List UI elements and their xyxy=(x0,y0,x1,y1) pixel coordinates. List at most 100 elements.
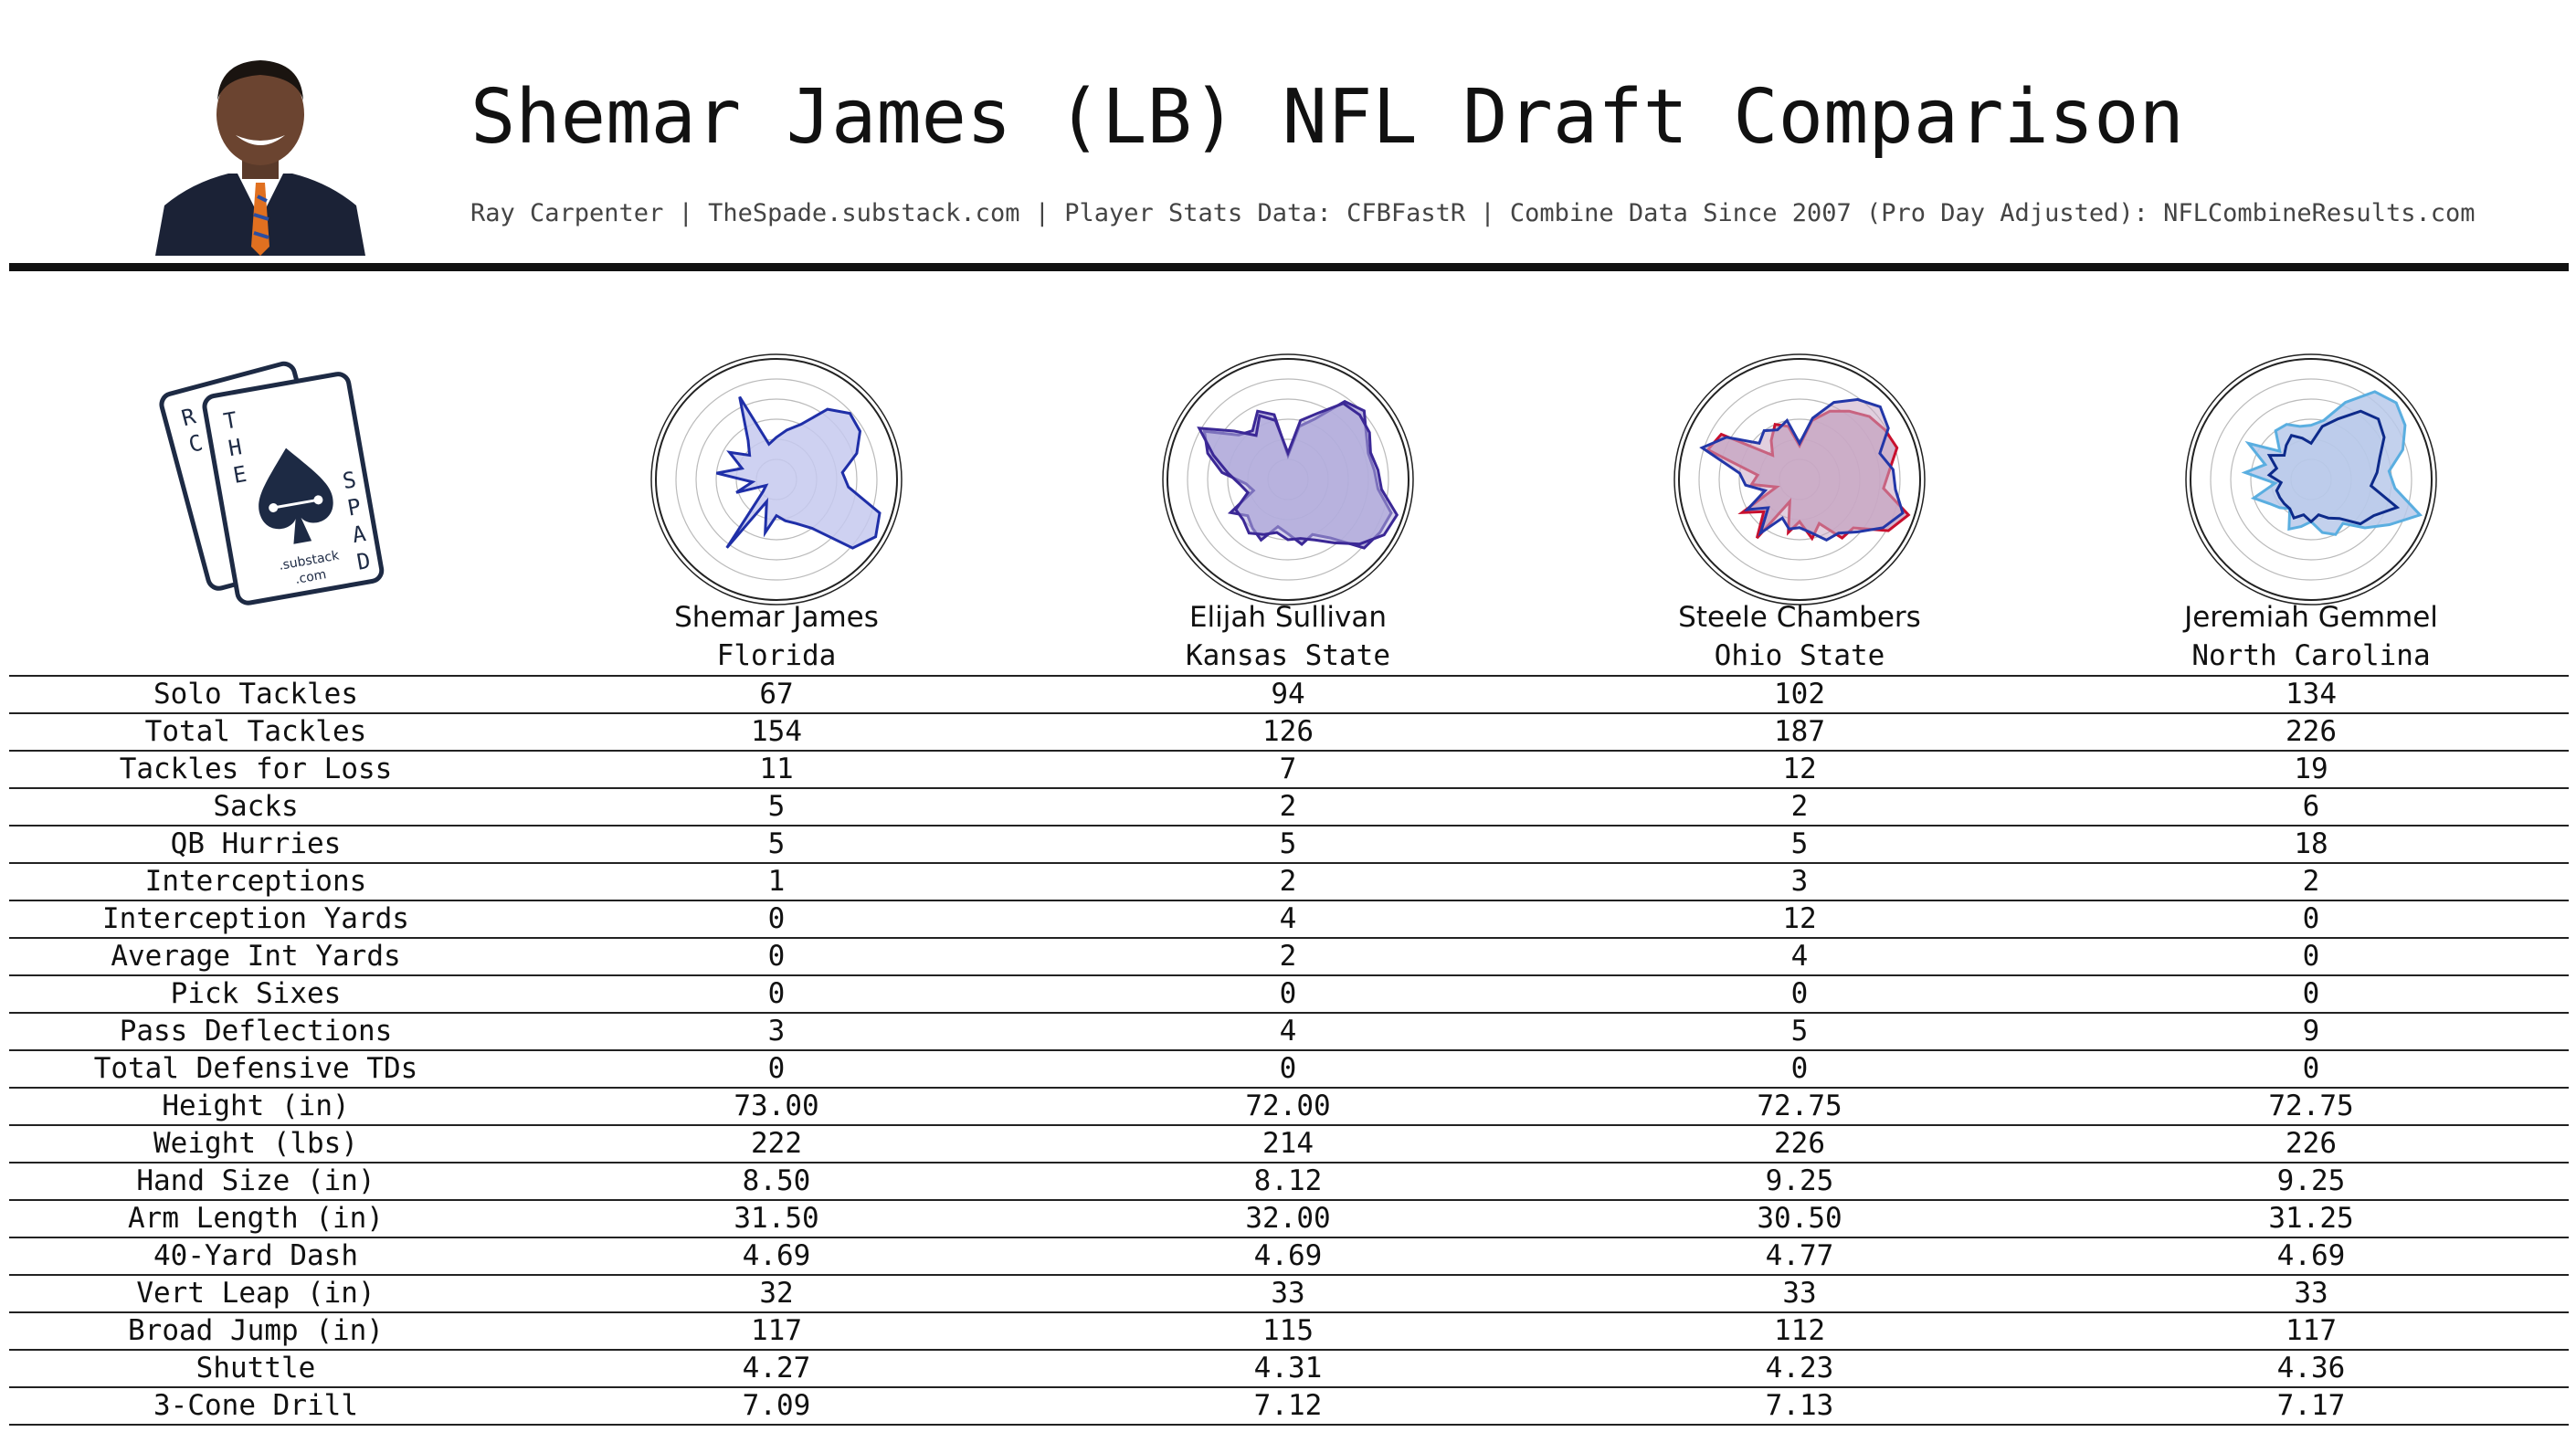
stat-value: 94 xyxy=(1271,678,1305,711)
stat-value: 4.69 xyxy=(2276,1239,2346,1272)
stat-value: 117 xyxy=(751,1314,802,1347)
stat-value: 7 xyxy=(1279,753,1297,785)
player-name: Elijah Sullivan xyxy=(1188,601,1388,634)
radar-grid-ring xyxy=(1698,378,1901,581)
stat-value: 5 xyxy=(1279,827,1297,860)
stat-value: 7.13 xyxy=(1765,1389,1834,1422)
stat-value: 134 xyxy=(2286,678,2337,711)
page-subtitle: Ray Carpenter | TheSpade.substack.com | … xyxy=(470,199,2476,227)
stat-label: Sacks xyxy=(213,790,299,823)
back-card-letter: C xyxy=(186,429,206,458)
stat-value: 4 xyxy=(1279,1015,1297,1048)
radar-grid-ring xyxy=(1187,378,1389,581)
player-name: Steele Chambers xyxy=(1678,601,1921,634)
player-name: Shemar James xyxy=(674,601,879,634)
stat-value: 0 xyxy=(1790,977,1809,1010)
stat-value: 0 xyxy=(1279,977,1297,1010)
stat-label: Vert Leap (in) xyxy=(136,1277,375,1310)
stat-value: 31.25 xyxy=(2268,1202,2354,1235)
stat-label: 3-Cone Drill xyxy=(153,1389,358,1422)
stat-value: 33 xyxy=(2294,1277,2328,1310)
stat-value: 32.00 xyxy=(1245,1202,1331,1235)
stat-value: 112 xyxy=(1774,1314,1825,1347)
table-row: Total Tackles 154 126 187 226 xyxy=(9,712,2569,750)
table-row: Total Defensive TDs 0 0 0 0 xyxy=(9,1049,2569,1087)
table-row: Pick Sixes 0 0 0 0 xyxy=(9,974,2569,1012)
stat-value: 0 xyxy=(1279,1052,1297,1085)
table-row: Average Int Yards 0 2 4 0 xyxy=(9,937,2569,974)
radar-outer-ring xyxy=(1673,353,1926,605)
table-row: 3-Cone Drill 7.09 7.12 7.13 7.17 xyxy=(9,1386,2569,1426)
stat-value: 3 xyxy=(767,1015,786,1048)
radar-series-polygon xyxy=(1699,397,1905,542)
stat-value: 126 xyxy=(1262,715,1314,748)
stat-value: 2 xyxy=(2302,865,2320,898)
stat-value: 18 xyxy=(2294,827,2328,860)
stat-value: 31.50 xyxy=(734,1202,819,1235)
table-row: Interception Yards 0 4 12 0 xyxy=(9,900,2569,937)
radar-series-polygon xyxy=(1197,402,1399,546)
stat-value: 30.50 xyxy=(1757,1202,1842,1235)
stat-label: Arm Length (in) xyxy=(128,1202,384,1235)
stat-value: 0 xyxy=(767,940,786,973)
stat-value: 32 xyxy=(759,1277,794,1310)
stat-value: 0 xyxy=(767,1052,786,1085)
stat-value: 0 xyxy=(1790,1052,1809,1085)
stat-value: 4 xyxy=(1279,902,1297,935)
page-title: Shemar James (LB) NFL Draft Comparison xyxy=(470,74,2184,161)
stat-label: Pass Deflections xyxy=(119,1015,393,1048)
stat-value: 5 xyxy=(767,827,786,860)
stat-value: 0 xyxy=(2302,940,2320,973)
table-row: Height (in) 73.00 72.00 72.75 72.75 xyxy=(9,1087,2569,1124)
stat-value: 8.50 xyxy=(742,1164,811,1197)
radar-grid-ring xyxy=(2190,358,2433,601)
radar-chart-elijah-sullivan xyxy=(1162,353,1414,605)
stat-label: Total Tackles xyxy=(144,715,367,748)
player-school: Kansas State xyxy=(1186,639,1390,672)
stat-value: 12 xyxy=(1782,902,1817,935)
table-row: Arm Length (in) 31.50 32.00 30.50 31.25 xyxy=(9,1199,2569,1237)
radar-grid-ring xyxy=(1678,358,1921,601)
table-row: 40-Yard Dash 4.69 4.69 4.77 4.69 xyxy=(9,1237,2569,1274)
stat-value: 4.31 xyxy=(1253,1352,1323,1385)
stat-value: 7.12 xyxy=(1253,1389,1323,1422)
stat-label: Broad Jump (in) xyxy=(128,1314,384,1347)
table-row: Solo Tackles 67 94 102 134 xyxy=(9,675,2569,712)
stat-label: Pick Sixes xyxy=(170,977,342,1010)
radar-chart-jeremiah-gemmel xyxy=(2185,353,2437,605)
stat-value: 1 xyxy=(767,865,786,898)
radar-chart-steele-chambers xyxy=(1673,353,1926,605)
stat-label: Average Int Yards xyxy=(111,940,401,973)
stat-value: 4.77 xyxy=(1765,1239,1834,1272)
radar-outer-ring xyxy=(1162,353,1414,605)
stat-label: QB Hurries xyxy=(170,827,342,860)
stat-value: 12 xyxy=(1782,753,1817,785)
stat-value: 226 xyxy=(2286,715,2337,748)
stat-value: 0 xyxy=(767,902,786,935)
radar-chart-shemar-james xyxy=(650,353,903,605)
stat-value: 2 xyxy=(1279,790,1297,823)
stat-value: 4.27 xyxy=(742,1352,811,1385)
radar-outer-ring xyxy=(650,353,903,605)
radar-grid-ring xyxy=(695,398,858,561)
stat-label: Interceptions xyxy=(144,865,367,898)
stat-value: 5 xyxy=(767,790,786,823)
radar-series-polygon xyxy=(2266,409,2401,526)
radar-grid-ring xyxy=(675,378,878,581)
radar-series-polygon xyxy=(716,395,882,550)
stat-value: 2 xyxy=(1279,940,1297,973)
stat-label: Weight (lbs) xyxy=(153,1127,358,1160)
stat-value: 19 xyxy=(2294,753,2328,785)
stat-value: 67 xyxy=(759,678,794,711)
table-row: Shuttle 4.27 4.31 4.23 4.36 xyxy=(9,1349,2569,1386)
stat-value: 5 xyxy=(1790,1015,1809,1048)
player-school: Ohio State xyxy=(1714,639,1885,672)
stat-label: 40-Yard Dash xyxy=(153,1239,358,1272)
stat-value: 4.69 xyxy=(1253,1239,1323,1272)
stat-value: 226 xyxy=(2286,1127,2337,1160)
front-card-letter: P xyxy=(345,494,363,521)
stat-value: 72.75 xyxy=(1757,1090,1842,1122)
stat-value: 0 xyxy=(2302,1052,2320,1085)
stat-value: 226 xyxy=(1774,1127,1825,1160)
stat-value: 2 xyxy=(1790,790,1809,823)
